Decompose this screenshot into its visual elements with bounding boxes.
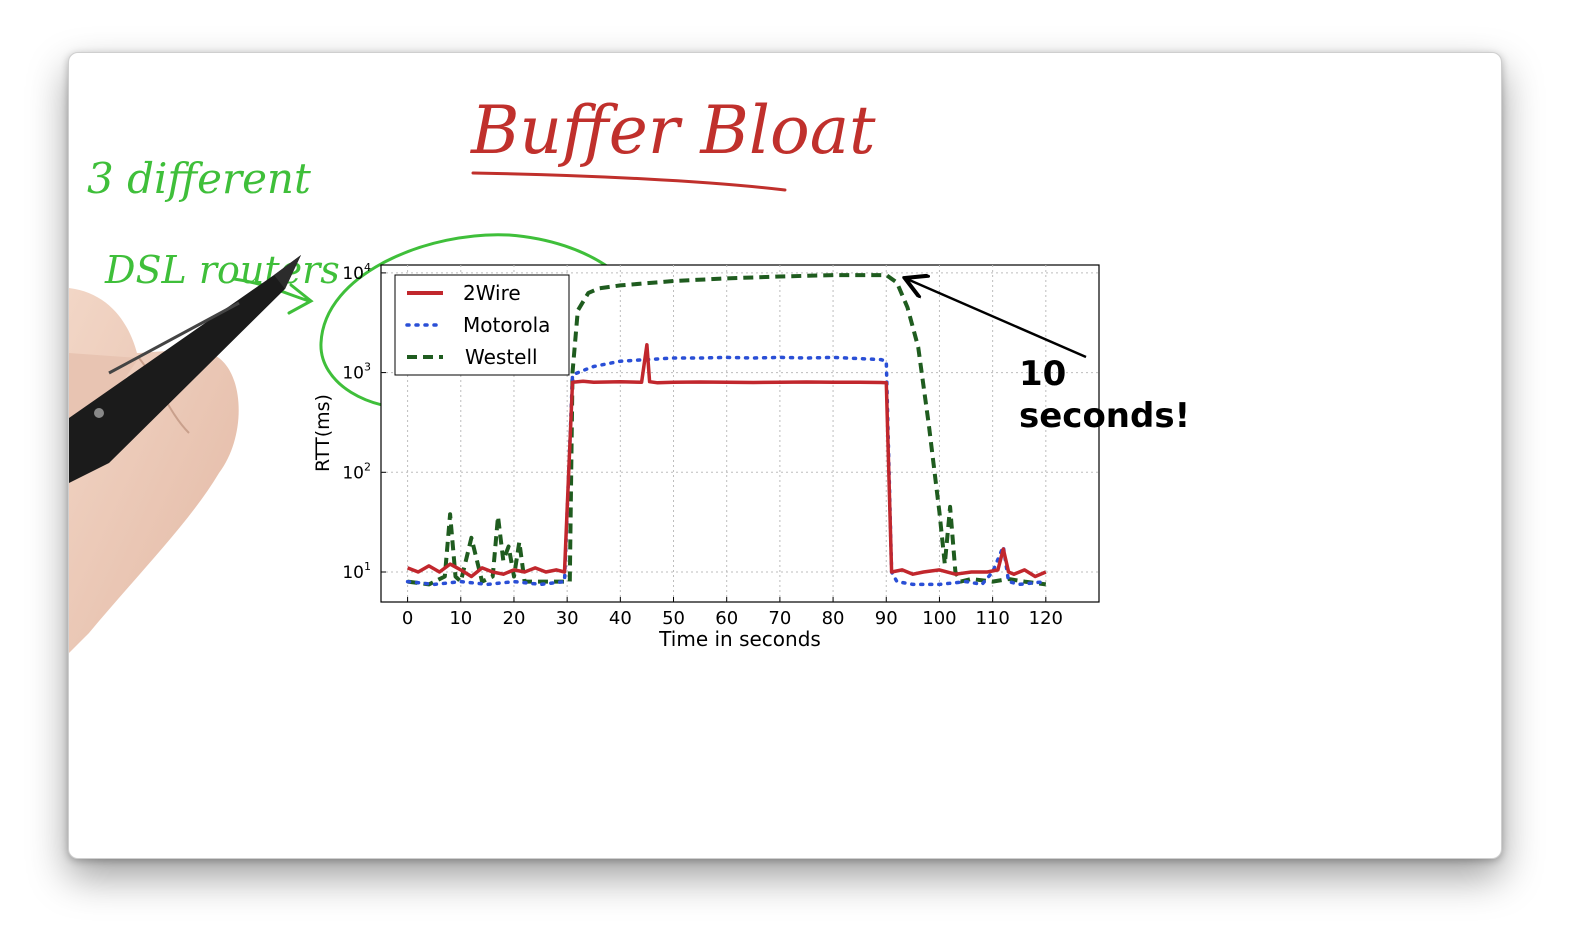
- legend: 2Wire Motorola Westell: [394, 274, 570, 376]
- x-ticks: 0 10 20 30 40 50 60 70 80 90 100 110 120: [402, 597, 1063, 629]
- x-tick-label: 70: [768, 608, 791, 629]
- y-ticks: 101 102 103 104: [342, 261, 386, 583]
- y-tick-label: 101: [342, 560, 371, 583]
- x-tick-label: 80: [822, 608, 845, 629]
- video-frame: Buffer Bloat 3 different DSL routers 0 10…: [68, 52, 1502, 859]
- x-tick-label: 120: [1029, 608, 1063, 629]
- series-layer: [405, 273, 1048, 587]
- y-tick-label: 103: [342, 361, 371, 384]
- side-note-line2: DSL routers: [104, 248, 340, 292]
- series-line-motorola: [405, 355, 1048, 587]
- whiteboard-canvas: Buffer Bloat 3 different DSL routers 0 10…: [69, 92, 1190, 653]
- callout-arrow: [907, 279, 1087, 359]
- x-tick-label: 30: [556, 608, 579, 629]
- x-tick-label: 20: [503, 608, 526, 629]
- y-axis-label: RTT(ms): [312, 394, 334, 472]
- y-tick-label: 104: [342, 261, 371, 284]
- legend-label-westell: Westell: [465, 345, 538, 369]
- legend-label-2wire: 2Wire: [463, 281, 521, 305]
- x-tick-label: 50: [662, 608, 685, 629]
- x-tick-label: 110: [975, 608, 1009, 629]
- callout-text-line2: seconds!: [1019, 396, 1190, 436]
- x-tick-label: 40: [609, 608, 632, 629]
- x-tick-label: 10: [449, 608, 472, 629]
- x-tick-label: 90: [875, 608, 898, 629]
- pen-icon: [69, 255, 301, 483]
- side-note-line1: 3 different: [87, 154, 311, 203]
- x-tick-label: 0: [402, 608, 413, 629]
- handwritten-title: Buffer Bloat: [470, 92, 876, 169]
- legend-label-motorola: Motorola: [463, 313, 550, 337]
- series-line-westell: [407, 273, 1047, 587]
- title-underline: [471, 171, 787, 192]
- y-tick-label: 102: [342, 460, 371, 483]
- x-axis-label: Time in seconds: [658, 627, 821, 651]
- x-tick-label: 100: [922, 608, 956, 629]
- rtt-chart: 0 10 20 30 40 50 60 70 80 90 100 110 120 10110210310…: [312, 261, 1100, 651]
- series-line-2wire: [406, 343, 1047, 579]
- callout-text-line1: 10: [1019, 354, 1066, 394]
- x-tick-label: 60: [715, 608, 738, 629]
